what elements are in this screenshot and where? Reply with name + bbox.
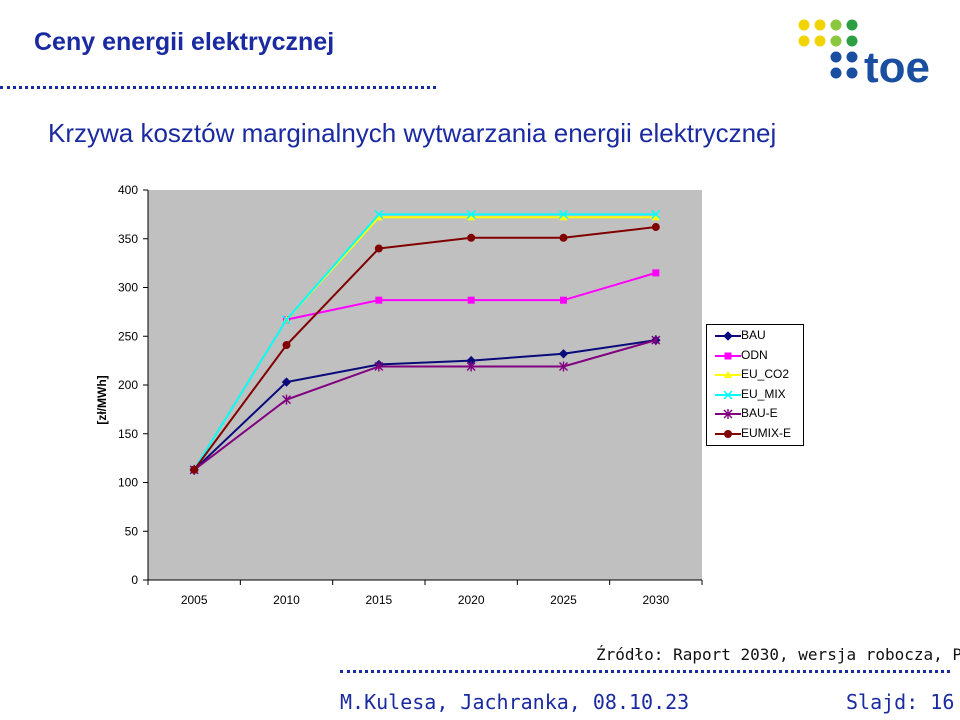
y-tick-label: 200 bbox=[118, 378, 138, 392]
x-tick-label: 2025 bbox=[550, 593, 577, 607]
data-point bbox=[651, 223, 660, 232]
legend-item: EUMIX-E bbox=[707, 425, 803, 443]
legend-item: EU_MIX bbox=[707, 386, 803, 404]
author-footer: M.Kulesa, Jachranka, 08.10.23 bbox=[340, 690, 690, 714]
series-line bbox=[193, 339, 657, 471]
data-point bbox=[651, 213, 660, 221]
y-tick-label: 50 bbox=[125, 524, 139, 538]
y-tick-label: 100 bbox=[118, 476, 138, 490]
chart-heading: Krzywa kosztów marginalnych wytwarzania … bbox=[48, 118, 777, 148]
data-point bbox=[724, 352, 732, 359]
legend-item: BAU bbox=[707, 327, 803, 345]
data-point bbox=[466, 209, 476, 219]
data-point bbox=[724, 371, 732, 378]
legend-swatch bbox=[715, 371, 741, 378]
y-axis-label: [zł/MWh] bbox=[95, 375, 109, 424]
legend-swatch bbox=[715, 389, 741, 400]
data-point bbox=[374, 213, 383, 221]
data-point bbox=[281, 315, 292, 325]
legend-label: BAU bbox=[741, 328, 766, 342]
legend-item: ODN bbox=[707, 347, 803, 365]
series-line bbox=[193, 213, 656, 471]
data-point bbox=[723, 331, 733, 341]
data-point bbox=[559, 213, 568, 221]
legend-swatch bbox=[715, 331, 741, 341]
data-point bbox=[375, 296, 383, 304]
data-point bbox=[724, 429, 732, 438]
data-point bbox=[467, 296, 475, 304]
legend-label: EU_CO2 bbox=[741, 367, 790, 381]
y-tick-label: 400 bbox=[118, 183, 138, 197]
data-point bbox=[651, 209, 661, 219]
data-point bbox=[560, 296, 567, 304]
legend-item: EU_CO2 bbox=[707, 366, 803, 384]
data-point bbox=[190, 465, 199, 474]
series-line bbox=[193, 226, 656, 471]
logo-text: toe bbox=[864, 43, 930, 88]
legend-swatch bbox=[715, 409, 741, 419]
series-layer bbox=[189, 209, 661, 475]
y-tick-label: 250 bbox=[118, 329, 138, 343]
data-point bbox=[281, 377, 292, 387]
line-chart: 0 50 100 150 200 250 300 350 400 2005 2010 2015 2020… bbox=[95, 183, 703, 607]
y-tick-label: 0 bbox=[131, 573, 138, 587]
data-point bbox=[723, 409, 733, 419]
data-point bbox=[652, 269, 660, 277]
toe-logo: toe bbox=[798, 19, 930, 88]
axes: 0 50 100 150 200 250 300 350 400 2005 2010 2015 2020… bbox=[118, 183, 703, 607]
data-point bbox=[374, 361, 384, 372]
data-point bbox=[374, 244, 383, 253]
series-eumix-e bbox=[190, 223, 660, 474]
data-point bbox=[374, 209, 384, 219]
x-tick-label: 2015 bbox=[365, 593, 392, 607]
legend-item: BAU-E bbox=[707, 405, 803, 423]
data-point bbox=[467, 213, 476, 221]
y-tick-label: 350 bbox=[118, 232, 138, 246]
data-point bbox=[466, 361, 476, 372]
legend-swatch bbox=[715, 429, 741, 438]
chart-panel: 0 50 100 150 200 250 300 350 400 2005 2010 2015 2020… bbox=[76, 168, 712, 620]
data-point bbox=[558, 209, 569, 219]
y-tick-label: 150 bbox=[118, 427, 138, 441]
legend-label: EUMIX-E bbox=[741, 425, 792, 440]
data-point bbox=[282, 341, 291, 350]
legend-swatch bbox=[715, 352, 741, 359]
legend-label: BAU-E bbox=[741, 406, 778, 420]
data-point bbox=[559, 361, 568, 372]
legend-label: ODN bbox=[741, 347, 768, 362]
x-tick-label: 2010 bbox=[273, 593, 300, 607]
footer-divider bbox=[340, 670, 950, 673]
data-point bbox=[558, 349, 569, 359]
legend-label: EU_MIX bbox=[741, 386, 786, 401]
x-tick-label: 2020 bbox=[458, 593, 485, 607]
data-point bbox=[723, 389, 733, 400]
data-point bbox=[651, 335, 661, 346]
series-line bbox=[193, 339, 656, 471]
title-divider bbox=[0, 86, 436, 89]
data-point bbox=[559, 233, 568, 242]
data-point bbox=[467, 233, 476, 242]
source-note: Źródło: Raport 2030, wersja robocza, PKE… bbox=[596, 645, 960, 664]
x-tick-label: 2030 bbox=[642, 593, 669, 607]
chart-legend: BAU ODN EU_CO2 EU_MIX BAU-E EUMIX-E bbox=[706, 324, 804, 446]
y-tick-label: 300 bbox=[118, 281, 138, 295]
x-tick-label: 2005 bbox=[181, 593, 208, 607]
data-point bbox=[282, 394, 291, 405]
plot-area bbox=[148, 190, 702, 580]
slide-number: Slajd: 16 bbox=[846, 690, 955, 714]
slide-title: Ceny energii elektrycznej bbox=[34, 28, 335, 56]
